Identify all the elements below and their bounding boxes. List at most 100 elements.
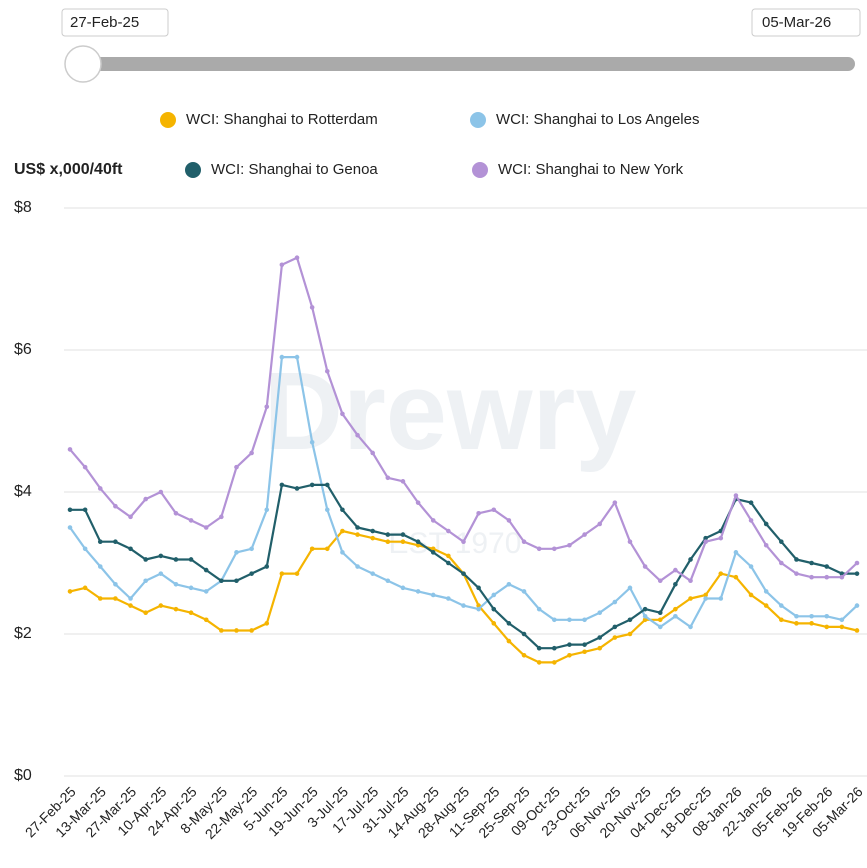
- data-point: [430, 518, 436, 523]
- data-point: [324, 482, 330, 488]
- y-tick-label: $0: [14, 767, 32, 784]
- data-point: [370, 571, 375, 576]
- data-point: [67, 589, 73, 594]
- data-point: [340, 411, 345, 417]
- data-point: [597, 635, 603, 640]
- data-point: [657, 624, 663, 630]
- data-point: [400, 585, 406, 591]
- data-point: [461, 539, 466, 544]
- data-point: [642, 606, 648, 612]
- data-point: [430, 546, 436, 552]
- legend-swatch: [470, 112, 486, 128]
- legend-swatch: [185, 162, 201, 178]
- data-point: [521, 589, 527, 594]
- data-point: [733, 574, 739, 580]
- data-point: [688, 557, 693, 562]
- slider-handle[interactable]: [64, 45, 102, 83]
- data-point: [97, 564, 103, 569]
- data-point: [143, 578, 148, 584]
- data-point: [82, 546, 88, 552]
- legend-swatch: [472, 162, 488, 178]
- data-point: [673, 606, 678, 612]
- data-point: [173, 511, 179, 516]
- data-point: [158, 603, 164, 608]
- end-date-box: [751, 8, 861, 37]
- data-point: [809, 574, 814, 580]
- data-point: [264, 507, 270, 513]
- data-point: [476, 606, 481, 612]
- data-point: [763, 521, 769, 527]
- data-point: [794, 613, 799, 619]
- data-point: [763, 603, 769, 608]
- data-point: [294, 571, 300, 576]
- data-point: [128, 603, 133, 608]
- data-point: [143, 610, 148, 615]
- data-point: [657, 610, 663, 615]
- data-point: [97, 486, 103, 491]
- start-date: 27-Feb-25: [70, 14, 139, 31]
- data-point: [340, 528, 345, 534]
- data-point: [430, 550, 436, 555]
- data-point: [582, 649, 587, 655]
- data-point: [597, 610, 603, 615]
- data-point: [794, 571, 799, 576]
- data-point: [400, 479, 406, 484]
- data-point: [779, 603, 784, 608]
- data-point: [673, 567, 678, 573]
- data-point: [673, 582, 678, 587]
- data-point: [824, 624, 830, 630]
- data-point: [567, 642, 572, 647]
- data-point: [128, 596, 133, 601]
- legend-label: WCI: Shanghai to New York: [498, 161, 684, 178]
- data-point: [203, 617, 209, 623]
- data-point: [128, 546, 133, 552]
- y-axis-label: US$ x,000/40ft: [14, 161, 123, 178]
- data-point: [582, 617, 587, 623]
- data-point: [491, 592, 497, 598]
- data-point: [173, 557, 179, 562]
- legend-label: WCI: Shanghai to Los Angeles: [496, 111, 699, 128]
- data-point: [294, 486, 300, 491]
- data-point: [748, 500, 754, 505]
- data-point: [446, 596, 451, 601]
- data-point: [234, 628, 239, 633]
- data-point: [627, 539, 633, 544]
- data-point: [491, 606, 497, 612]
- data-point: [370, 450, 375, 456]
- data-point: [536, 645, 542, 651]
- data-point: [249, 450, 254, 456]
- data-point: [355, 564, 360, 569]
- data-point: [733, 550, 739, 555]
- data-point: [400, 539, 406, 544]
- slider-track[interactable]: [70, 57, 855, 71]
- y-tick-label: $4: [14, 483, 32, 500]
- data-point: [355, 532, 360, 537]
- data-point: [794, 557, 799, 562]
- data-point: [128, 514, 133, 520]
- data-point: [854, 628, 860, 633]
- data-point: [279, 354, 285, 360]
- data-point: [718, 571, 724, 576]
- data-point: [219, 514, 224, 520]
- data-point: [854, 571, 860, 576]
- data-point: [642, 617, 648, 623]
- data-point: [521, 539, 527, 544]
- data-point: [552, 660, 557, 665]
- data-point: [385, 539, 391, 544]
- data-point: [627, 585, 633, 591]
- data-point: [249, 628, 254, 633]
- data-point: [733, 493, 739, 498]
- data-point: [582, 642, 587, 647]
- data-point: [415, 539, 421, 544]
- data-point: [446, 553, 451, 559]
- data-point: [642, 564, 648, 569]
- data-point: [779, 617, 784, 623]
- data-point: [400, 532, 406, 537]
- data-point: [415, 500, 421, 505]
- data-point: [309, 546, 315, 552]
- data-point: [748, 564, 754, 569]
- data-point: [567, 617, 572, 623]
- data-point: [324, 546, 330, 552]
- data-point: [476, 585, 481, 591]
